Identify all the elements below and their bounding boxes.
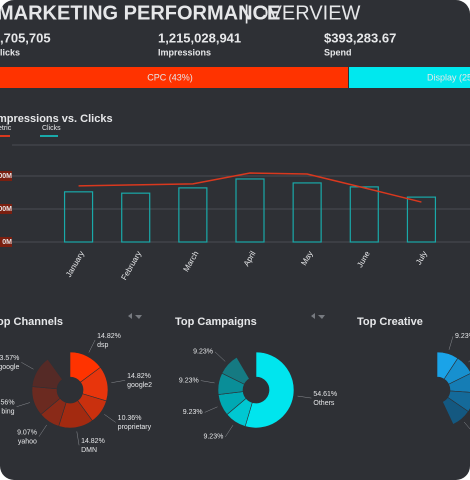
channel-label: CPC (43%) [147,72,193,82]
leader-line [38,424,47,437]
slice-label: 14.82% [127,373,151,380]
leader-line [225,425,234,437]
slice-label: 9.07% [17,429,37,436]
separator: | [244,2,249,24]
bar [235,178,265,243]
legend-label: etric [0,125,12,132]
slice-name: dsp [97,342,108,349]
leader-line [463,421,470,433]
bar [121,192,151,243]
slice-label: 9.23% [193,349,213,356]
tick-badge [0,171,12,181]
slice-label: 10.36% [118,415,142,422]
slice-label: 9.23% [179,377,199,384]
leader-line [204,406,218,413]
leader-line [111,380,126,383]
chart-title: mpressions vs. Clicks [0,113,113,125]
tick-badge [0,237,12,247]
icon [311,313,325,319]
slice-label: 13.57% [0,355,19,362]
slice-label: 9.23% [455,333,470,340]
chart-icons [128,313,325,319]
slice-label: 54.61% [313,391,337,398]
donut-slice [244,351,295,429]
leader-line [21,362,34,370]
leader-line [448,336,454,350]
donut-slice [31,358,63,390]
channel-segment [349,67,470,88]
slice-label: 9.23% [203,434,223,441]
donut-title: Top Campaigns [175,316,257,328]
slice-name: bing [1,409,14,416]
leader-line [104,414,116,423]
slice-label: 12.56% [0,400,15,407]
y-tick-label: 100M [0,206,12,213]
donut-title: Top Creative [357,316,423,328]
kpi-value: $393,283.67 [324,30,396,45]
slice-name: Others [313,400,335,407]
y-tick-label: 0M [2,239,12,246]
bar [406,196,437,243]
leader-line [297,395,312,399]
kpi-value: 1,215,028,941 [158,30,241,45]
channel-label: Display (25% [427,72,470,82]
slice-name: DMN [81,447,97,454]
kpi-label: Impressions [158,47,211,57]
donut-slice [442,396,469,425]
legend-label: Clicks [42,125,61,132]
bar [63,191,94,243]
kpi-label: licks [0,47,20,57]
channel-segment [0,67,348,88]
leader-line [200,380,215,384]
bar [292,182,322,243]
tick-badge [0,204,12,214]
slice-name: proprietary [118,424,152,431]
leader-line [16,402,30,407]
slice-label: 14.82% [97,333,121,340]
slice-name: yahoo [18,438,37,445]
bar [349,186,379,243]
bar [178,187,208,243]
leader-line [214,351,226,362]
donut-slice [221,356,250,385]
leader-line [88,339,96,353]
line [78,172,422,203]
kpi-value: ,705,705 [0,30,51,45]
slice-label: 14.82% [81,438,105,445]
leader-line [76,431,80,446]
slice-name: google [0,364,19,371]
subtitle: OVERVIEW [253,2,361,24]
title: MARKETING PERFORMANCE [0,2,280,24]
donut-title: op Channels [0,316,63,328]
slice-name: google2 [127,382,152,389]
icon [128,313,142,319]
kpi-label: Spend [324,47,352,57]
y-tick-label: 200M [0,173,12,180]
slice-label: 9.23% [183,409,203,416]
